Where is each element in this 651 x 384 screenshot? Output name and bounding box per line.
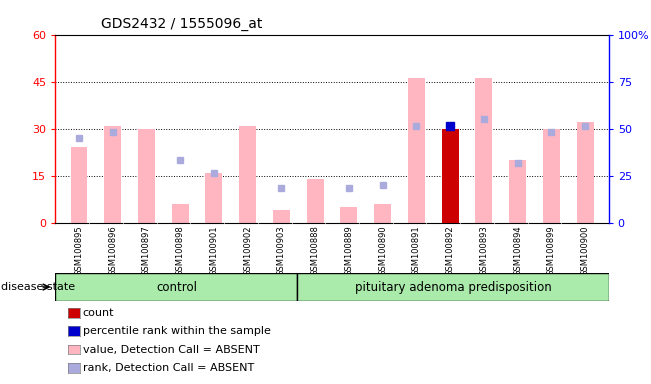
Text: GSM100901: GSM100901 — [210, 225, 219, 276]
Text: disease state: disease state — [1, 282, 75, 292]
Bar — [441, 129, 458, 223]
Text: control: control — [156, 281, 197, 293]
Bar — [172, 204, 189, 223]
Text: GDS2432 / 1555096_at: GDS2432 / 1555096_at — [101, 17, 262, 31]
Bar — [138, 129, 155, 223]
Text: pituitary adenoma predisposition: pituitary adenoma predisposition — [355, 281, 551, 293]
Text: rank, Detection Call = ABSENT: rank, Detection Call = ABSENT — [83, 363, 254, 373]
Bar — [441, 129, 458, 223]
Text: GSM100888: GSM100888 — [311, 225, 320, 276]
Text: GSM100889: GSM100889 — [344, 225, 353, 276]
Text: value, Detection Call = ABSENT: value, Detection Call = ABSENT — [83, 345, 260, 355]
Text: GSM100897: GSM100897 — [142, 225, 151, 276]
Bar — [70, 147, 87, 223]
Bar — [239, 126, 256, 223]
Bar — [408, 78, 425, 223]
Text: GSM100900: GSM100900 — [581, 225, 590, 276]
Bar — [206, 172, 223, 223]
Text: percentile rank within the sample: percentile rank within the sample — [83, 326, 271, 336]
Text: GSM100896: GSM100896 — [108, 225, 117, 276]
Bar — [273, 210, 290, 223]
Bar — [509, 160, 526, 223]
Bar — [374, 204, 391, 223]
Text: GSM100893: GSM100893 — [479, 225, 488, 276]
Bar — [298, 273, 609, 301]
Bar — [475, 78, 492, 223]
Bar — [104, 126, 121, 223]
Text: GSM100891: GSM100891 — [412, 225, 421, 276]
Text: GSM100899: GSM100899 — [547, 225, 556, 276]
Text: GSM100892: GSM100892 — [445, 225, 454, 276]
Bar — [340, 207, 357, 223]
Text: GSM100903: GSM100903 — [277, 225, 286, 276]
Text: GSM100898: GSM100898 — [176, 225, 185, 276]
Text: GSM100890: GSM100890 — [378, 225, 387, 276]
Text: GSM100902: GSM100902 — [243, 225, 252, 276]
Bar — [543, 129, 560, 223]
Bar — [307, 179, 324, 223]
Text: count: count — [83, 308, 114, 318]
Text: GSM100895: GSM100895 — [74, 225, 83, 276]
Bar — [55, 273, 298, 301]
Bar — [577, 122, 594, 223]
Text: GSM100894: GSM100894 — [513, 225, 522, 276]
